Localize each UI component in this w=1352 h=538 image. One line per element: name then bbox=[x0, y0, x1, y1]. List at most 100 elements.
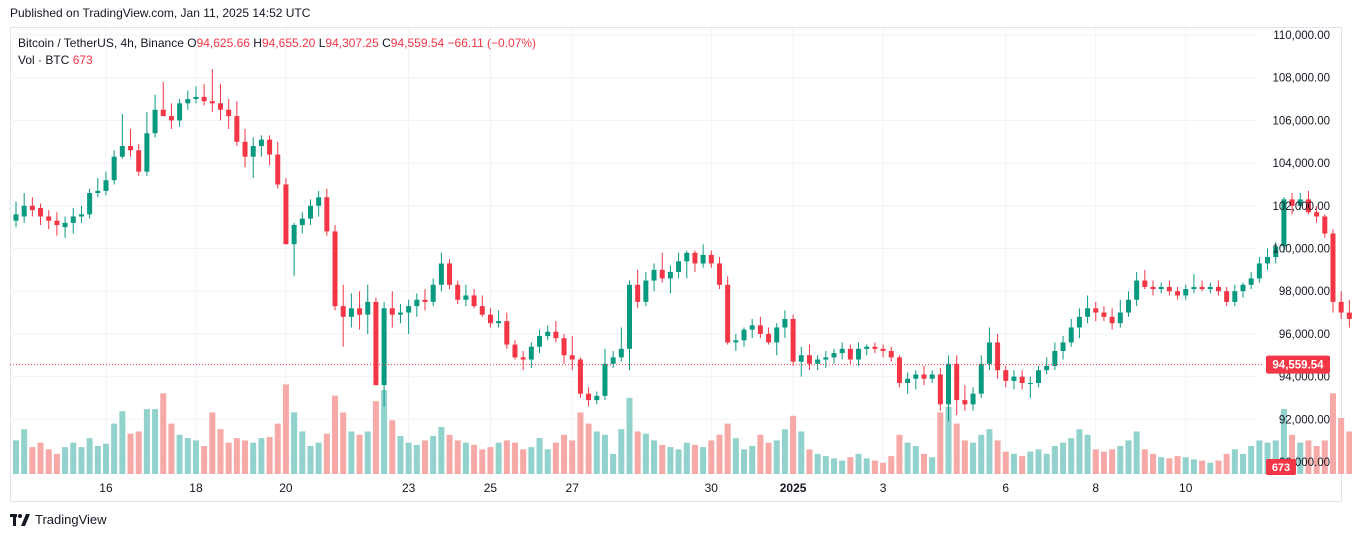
volume-bar bbox=[94, 446, 101, 474]
candle bbox=[1068, 318, 1074, 347]
volume-bar bbox=[1297, 442, 1304, 474]
candle bbox=[218, 84, 223, 121]
candle-body bbox=[716, 263, 722, 285]
candle-body bbox=[381, 308, 387, 386]
volume-bar bbox=[282, 384, 289, 474]
candle bbox=[46, 210, 52, 230]
volume-bar bbox=[1182, 457, 1189, 474]
volume-bar bbox=[413, 444, 420, 474]
candle-body bbox=[258, 139, 264, 147]
candle-body bbox=[757, 325, 763, 334]
candle-body bbox=[316, 197, 322, 206]
candle bbox=[1338, 291, 1344, 319]
y-tick-label: 110,000.00 bbox=[1273, 30, 1330, 42]
candle bbox=[119, 113, 125, 159]
candle bbox=[749, 318, 755, 339]
candle bbox=[226, 99, 232, 129]
volume-bar bbox=[53, 453, 60, 474]
candle bbox=[1322, 214, 1328, 238]
volume-bar bbox=[700, 447, 707, 474]
volume-bar bbox=[593, 431, 600, 474]
candle bbox=[537, 329, 543, 354]
tradingview-logo-icon[interactable] bbox=[10, 513, 30, 526]
candle-body bbox=[1044, 365, 1050, 371]
candle-body bbox=[373, 301, 379, 386]
candle bbox=[847, 344, 853, 364]
volume-bar bbox=[250, 442, 257, 474]
volume-bar bbox=[806, 449, 813, 474]
candle-body bbox=[594, 395, 600, 401]
candle-body bbox=[995, 342, 1001, 371]
candle bbox=[348, 293, 354, 328]
x-tick-label: 3 bbox=[880, 481, 887, 495]
candle bbox=[512, 340, 518, 360]
x-tick-label: 25 bbox=[484, 481, 498, 495]
candle-body bbox=[872, 346, 878, 349]
candle-body bbox=[414, 299, 420, 307]
candle bbox=[267, 135, 273, 166]
candle-body bbox=[234, 116, 240, 142]
candle-body bbox=[479, 306, 485, 315]
symbol-label[interactable]: Bitcoin / TetherUS, 4h, Binance bbox=[18, 36, 184, 50]
candle bbox=[1036, 365, 1041, 388]
volume-bar bbox=[430, 435, 437, 474]
candle bbox=[1215, 280, 1221, 296]
candle bbox=[831, 348, 837, 364]
candle bbox=[978, 355, 984, 398]
candle bbox=[872, 342, 878, 354]
candle bbox=[864, 344, 870, 356]
candle bbox=[806, 344, 812, 371]
volume-bar bbox=[765, 442, 772, 474]
candle bbox=[716, 257, 722, 290]
candle-body bbox=[1150, 286, 1156, 290]
volume-bar bbox=[78, 447, 85, 474]
candle-body bbox=[119, 146, 125, 157]
volume-bar bbox=[454, 440, 461, 474]
candle-body bbox=[880, 348, 886, 351]
candle-body bbox=[847, 348, 853, 360]
candle-body bbox=[1060, 342, 1066, 351]
price-axis[interactable]: 90,000.0092,000.0094,000.0096,000.0098,0… bbox=[1266, 30, 1330, 475]
volume-bar bbox=[544, 449, 551, 474]
candle-body bbox=[226, 109, 232, 117]
candle-body bbox=[447, 263, 453, 285]
time-axis[interactable]: 16 18 20 23 25 27 30 2025 3 6 8 10 bbox=[99, 481, 1192, 495]
candle bbox=[880, 344, 886, 358]
x-tick-label: 16 bbox=[99, 481, 113, 495]
volume-bar bbox=[397, 435, 404, 474]
y-tick-label: 100,000.00 bbox=[1272, 244, 1330, 256]
volume-bar bbox=[1158, 457, 1165, 474]
close-value: 94,559.54 bbox=[390, 36, 445, 50]
candle-body bbox=[185, 99, 191, 104]
candle bbox=[340, 284, 346, 347]
candle bbox=[610, 350, 616, 369]
candle bbox=[381, 301, 387, 407]
footer: TradingView bbox=[10, 512, 107, 527]
volume-bar bbox=[217, 429, 224, 474]
volume-bar bbox=[1133, 431, 1140, 474]
candle bbox=[1166, 280, 1172, 296]
candle bbox=[708, 250, 714, 268]
candle-body bbox=[766, 333, 772, 343]
volume-label[interactable]: Vol · BTC bbox=[18, 53, 70, 67]
candle bbox=[643, 271, 649, 307]
candle-body bbox=[471, 295, 477, 307]
candle bbox=[888, 346, 894, 362]
volume-bar bbox=[601, 434, 608, 474]
chart-frame[interactable] bbox=[10, 27, 1342, 502]
candle bbox=[733, 333, 739, 351]
candle bbox=[422, 289, 428, 311]
volume-bar bbox=[389, 420, 396, 474]
candle bbox=[815, 355, 821, 371]
candle-body bbox=[1305, 199, 1311, 213]
volume-bar bbox=[1256, 440, 1263, 474]
candle bbox=[602, 348, 608, 401]
candle-body bbox=[1240, 284, 1246, 292]
volume-bar bbox=[831, 458, 837, 474]
candle bbox=[201, 84, 207, 106]
candle-body bbox=[332, 231, 338, 307]
tradingview-brand[interactable]: TradingView bbox=[35, 512, 107, 527]
candle bbox=[504, 312, 510, 349]
chart-legend: Bitcoin / TetherUS, 4h, Binance O94,625.… bbox=[18, 35, 536, 69]
